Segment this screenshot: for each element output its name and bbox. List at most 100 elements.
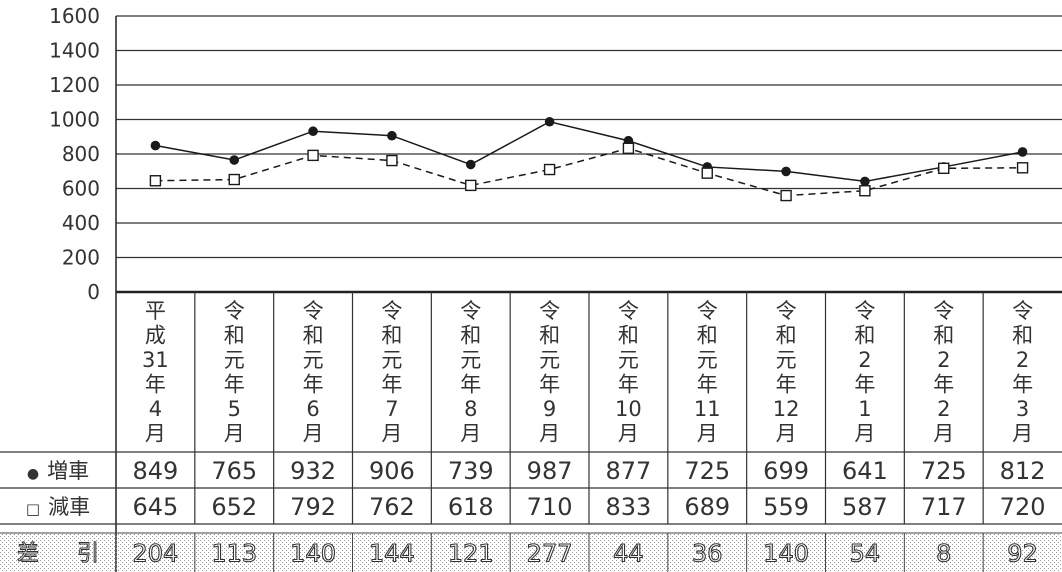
category-label-part: 月 bbox=[697, 422, 718, 446]
table-cell: 641 bbox=[842, 457, 888, 485]
difference-cell: 113 bbox=[211, 540, 257, 568]
data-table: ● 増車 849 765 932 906 739 987 877 725 699 641 725 812 □… bbox=[0, 451, 1062, 572]
data-point-series-1 bbox=[308, 126, 318, 137]
y-tick-label: 400 bbox=[62, 211, 100, 235]
category-label-part: 和 bbox=[381, 324, 402, 348]
table-cell: 699 bbox=[763, 457, 809, 485]
category-label-part: 和 bbox=[776, 324, 797, 348]
category-label-part: 8 bbox=[464, 397, 477, 421]
table-cell: 710 bbox=[527, 493, 573, 521]
category-label-part: 月 bbox=[539, 422, 560, 446]
category-label-part: 元 bbox=[303, 348, 324, 372]
row-label-text: 増車 bbox=[47, 459, 89, 483]
category-label-part: 11 bbox=[694, 397, 721, 421]
table-cell: 618 bbox=[448, 493, 494, 521]
category-label-part: 6 bbox=[306, 397, 319, 421]
category-label-part: 年 bbox=[303, 373, 324, 397]
row-label-2: □ 減車 bbox=[26, 495, 90, 519]
series-line-1 bbox=[155, 120, 1023, 183]
data-point-series-2 bbox=[228, 173, 240, 186]
difference-label: 引 bbox=[77, 542, 99, 567]
category-label-part: 元 bbox=[381, 348, 402, 372]
table-cell: 833 bbox=[606, 493, 652, 521]
data-point-series-2 bbox=[386, 154, 398, 167]
difference-cell: 121 bbox=[448, 540, 494, 568]
category-label-part: 2 bbox=[858, 348, 871, 372]
difference-cell: 204 bbox=[133, 540, 179, 568]
data-point-series-2 bbox=[938, 162, 950, 175]
category-label-part: 令 bbox=[776, 299, 797, 323]
y-tick-label: 1000 bbox=[49, 108, 100, 132]
category-label-part: 令 bbox=[460, 299, 481, 323]
y-tick-label: 800 bbox=[62, 142, 100, 166]
category-label-part: 和 bbox=[303, 324, 324, 348]
category-label-part: 2 bbox=[937, 397, 950, 421]
category-label-part: 元 bbox=[224, 348, 245, 372]
y-tick-label: 0 bbox=[87, 280, 100, 304]
category-label-part: 1 bbox=[858, 397, 871, 421]
data-point-series-1 bbox=[229, 155, 240, 165]
category-label-part: 令 bbox=[697, 299, 718, 323]
category-label-part: 4 bbox=[149, 397, 162, 421]
category-label-part: 元 bbox=[539, 348, 560, 372]
category-label-part: 5 bbox=[228, 397, 241, 421]
y-tick-label: 1400 bbox=[49, 39, 100, 63]
category-label-part: 月 bbox=[381, 422, 402, 446]
category-label-part: 月 bbox=[618, 422, 639, 446]
data-point-series-1 bbox=[860, 176, 870, 187]
difference-cell: 36 bbox=[692, 540, 723, 568]
category-label-part: 12 bbox=[773, 397, 800, 421]
plot-frame bbox=[115, 16, 1062, 572]
difference-cell: 8 bbox=[936, 540, 951, 568]
category-label-part: 令 bbox=[539, 299, 560, 323]
category-label-part: 元 bbox=[697, 348, 718, 372]
category-label-part: 和 bbox=[933, 324, 954, 348]
category-label-part: 和 bbox=[618, 324, 639, 348]
data-point-series-1 bbox=[387, 130, 397, 141]
y-tick-label: 200 bbox=[62, 246, 100, 270]
category-label-part: 月 bbox=[303, 422, 324, 446]
table-cell: 725 bbox=[684, 457, 730, 485]
category-label-part: 月 bbox=[854, 422, 875, 446]
y-axis-ticks: 0 200 400 600 800 1000 1200 1400 1600 bbox=[49, 4, 100, 304]
table-cell: 739 bbox=[448, 457, 494, 485]
category-labels: 平成31年4月令和元年5月令和元年6月令和元年7月令和元年8月令和元年9月令和元… bbox=[142, 299, 1033, 446]
table-cell: 762 bbox=[369, 493, 415, 521]
data-point-series-2 bbox=[465, 179, 477, 192]
row-label-text: 減車 bbox=[48, 495, 90, 519]
table-cell: 987 bbox=[527, 457, 573, 485]
category-label-part: 7 bbox=[385, 397, 398, 421]
y-tick-label: 1600 bbox=[49, 4, 100, 28]
table-cell: 587 bbox=[842, 493, 888, 521]
category-label-part: 月 bbox=[933, 422, 954, 446]
data-point-series-2 bbox=[543, 163, 556, 176]
table-cell: 645 bbox=[133, 493, 179, 521]
difference-row-background bbox=[0, 533, 1062, 572]
data-point-series-1 bbox=[781, 166, 791, 177]
category-label-part: 成 bbox=[145, 324, 166, 348]
y-tick-label: 600 bbox=[62, 177, 100, 201]
category-label-part: 令 bbox=[933, 299, 954, 323]
category-label-part: 和 bbox=[224, 324, 245, 348]
table-cell: 877 bbox=[606, 457, 652, 485]
data-point-series-2 bbox=[622, 142, 635, 155]
data-point-series-1 bbox=[544, 116, 555, 127]
category-label-part: 年 bbox=[618, 373, 639, 397]
dot-marker-icon: ● bbox=[27, 466, 39, 482]
category-label-part: 月 bbox=[776, 422, 797, 446]
category-label-part: 年 bbox=[776, 373, 797, 397]
category-label-part: 元 bbox=[776, 348, 797, 372]
category-label-part: 10 bbox=[615, 397, 642, 421]
data-point-series-2 bbox=[701, 167, 713, 179]
category-label-part: 和 bbox=[1012, 324, 1033, 348]
